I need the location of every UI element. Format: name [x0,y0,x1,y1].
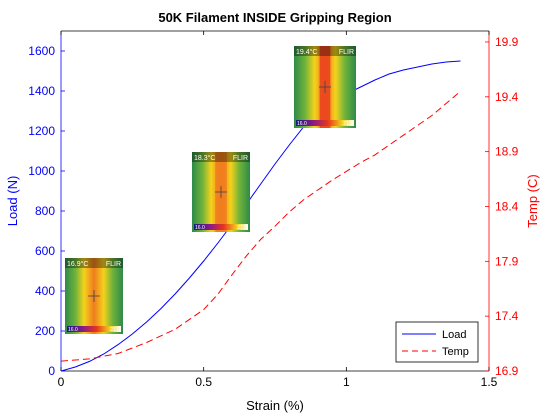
y-left-tick-label: 1600 [28,44,55,58]
thermal-brand: FLIR [106,261,121,268]
thermal-image: 19.4°C FLIR 16.0 21.0 [294,46,356,128]
series-group [61,60,461,371]
thermal-image: 16.9°C FLIR 16.0 21.0 [65,258,123,334]
series-line-temp [61,90,461,362]
x-tick-label: 0 [58,375,65,389]
y-left-tick-label: 200 [35,324,55,338]
thermal-scale-bar [194,224,248,230]
y-right-tick-label: 17.9 [495,254,519,268]
y-left-axis-label: Load (N) [5,176,20,227]
thermal-image: 18.3°C FLIR 16.0 21.0 [192,152,250,232]
thermal-header [65,258,123,268]
thermal-temp-readout: 19.4°C [296,48,317,56]
legend-temp-label: Temp [442,346,469,358]
chart-title: 50K Filament INSIDE Gripping Region [158,10,391,25]
y-right-tick-label: 19.9 [495,35,519,49]
axes: 0 0.5 1 1.5 0 200 400 600 800 1000 1200 1400 1600 16.… [28,30,519,389]
y-right-tick-label: 18.4 [495,199,519,213]
thermal-temp-readout: 16.9°C [67,260,88,268]
y-left-tick-label: 0 [48,364,55,378]
x-tick-label: 1.5 [481,375,498,389]
y-left-tick-label: 1400 [28,84,55,98]
x-tick-label: 0.5 [195,375,212,389]
thermal-scale-bar [296,120,354,126]
thermal-header [192,152,250,162]
y-right-tick-label: 19.4 [495,90,519,104]
y-left-tick-label: 800 [35,204,55,218]
thermal-temp-readout: 18.3°C [194,154,215,162]
y-left-tick-label: 1200 [28,124,55,138]
legend-load-label: Load [442,329,466,341]
thermal-scale-bar [67,326,121,332]
y-left-tick-label: 600 [35,244,55,258]
x-axis-label: Strain (%) [246,398,304,413]
y-right-tick-label: 17.4 [495,309,519,323]
thermal-scale-lo: 16.0 [195,225,205,231]
y-right-axis-label: Temp (C) [525,174,540,227]
y-right-tick-label: 16.9 [495,364,519,378]
thermal-header [294,46,356,56]
thermal-brand: FLIR [233,155,248,162]
thermal-scale-hi: 21.0 [343,121,353,127]
thermal-scale-lo: 16.0 [68,327,78,333]
y-left-tick-label: 1000 [28,164,55,178]
series-line-load [61,60,461,371]
legend-box [395,321,479,363]
thermal-brand: FLIR [339,49,354,56]
thermal-scale-hi: 21.0 [237,225,247,231]
y-right-tick-label: 18.9 [495,145,519,159]
legend: Load Temp [395,321,479,363]
x-tick-label: 1 [343,375,350,389]
y-left-tick-label: 400 [35,284,55,298]
thermal-scale-hi: 21.0 [110,327,120,333]
thermal-scale-lo: 16.0 [297,121,307,127]
